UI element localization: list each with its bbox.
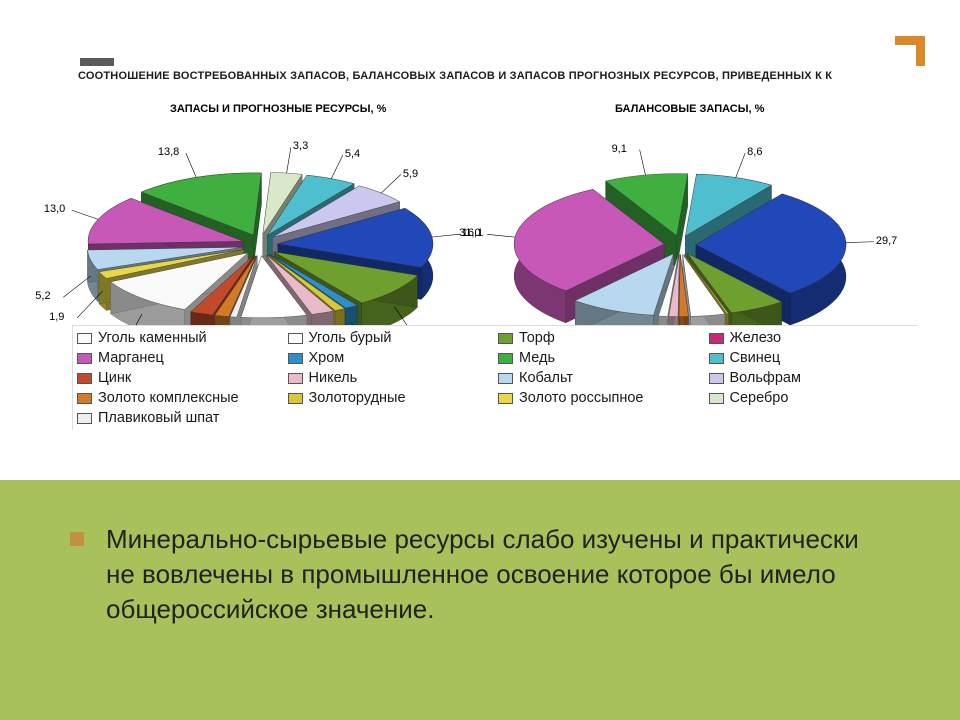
slice-label-pb: 5,4 [345, 148, 360, 160]
slice-label-w: 5,9 [403, 168, 418, 180]
slice-label-fe: 29,7 [876, 235, 897, 247]
legend-swatch [709, 333, 724, 344]
legend-item-w: Вольфрам [709, 370, 914, 386]
bottom-panel: Минерально-сырьевые ресурсы слабо изучен… [0, 480, 960, 720]
legend: Уголь каменный Уголь бурый Торф Железо Марга… [72, 325, 917, 430]
legend-swatch [498, 333, 513, 344]
legend-label: Золото россыпное [519, 390, 643, 406]
legend-label: Золоторудные [309, 390, 406, 406]
bullet-square-icon [70, 532, 84, 546]
legend-item-ni: Никель [288, 370, 493, 386]
legend-label: Плавиковый шпат [98, 410, 219, 426]
slice-label-mn: 31,0 [459, 227, 480, 239]
legend-swatch [288, 393, 303, 404]
legend-swatch [709, 353, 724, 364]
legend-label: Уголь каменный [98, 330, 207, 346]
legend-label: Хром [309, 350, 345, 366]
corner-accent [895, 36, 925, 66]
slice-label-mn: 13,0 [44, 203, 65, 215]
slice-label-co: 5,2 [35, 290, 50, 302]
legend-swatch [77, 333, 92, 344]
legend-swatch [288, 353, 303, 364]
slice-label-ag: 3,3 [293, 140, 308, 152]
slice-label-pb: 8,6 [747, 146, 762, 158]
legend-label: Уголь бурый [309, 330, 392, 346]
bullet-text: Минерально-сырьевые ресурсы слабо изучен… [106, 522, 890, 627]
legend-label: Марганец [98, 350, 164, 366]
legend-label: Железо [730, 330, 782, 346]
legend-swatch [498, 393, 513, 404]
legend-item-torf: Торф [498, 330, 703, 346]
pie2-title: БАЛАНСОВЫЕ ЗАПАСЫ, % [615, 103, 764, 115]
legend-label: Никель [309, 370, 358, 386]
legend-label: Медь [519, 350, 555, 366]
legend-swatch [77, 413, 92, 424]
legend-swatch [498, 353, 513, 364]
legend-item-cr: Хром [288, 350, 493, 366]
legend-item-zn: Цинк [77, 370, 282, 386]
slice-label-au_pl: 1,9 [49, 311, 64, 323]
legend-label: Кобальт [519, 370, 573, 386]
legend-item-co: Кобальт [498, 370, 703, 386]
legend-item-ag: Серебро [709, 390, 914, 406]
legend-label: Торф [519, 330, 555, 346]
legend-item-br_coal: Уголь бурый [288, 330, 493, 346]
legend-item-au_pl: Золото россыпное [498, 390, 703, 406]
legend-item-coal: Уголь каменный [77, 330, 282, 346]
legend-label: Вольфрам [730, 370, 801, 386]
legend-swatch [498, 373, 513, 384]
slice-label-cu: 9,1 [612, 143, 627, 155]
main-title: СООТНОШЕНИЕ ВОСТРЕБОВАННЫХ ЗАПАСОВ, БАЛА… [78, 70, 932, 82]
slice-label-cu: 13,8 [158, 146, 179, 158]
legend-swatch [77, 353, 92, 364]
legend-swatch [709, 373, 724, 384]
bullet-item: Минерально-сырьевые ресурсы слабо изучен… [70, 522, 890, 627]
legend-swatch [709, 393, 724, 404]
title-dash [80, 58, 114, 66]
legend-label: Свинец [730, 350, 781, 366]
legend-swatch [288, 373, 303, 384]
legend-swatch [77, 393, 92, 404]
legend-label: Серебро [730, 390, 789, 406]
legend-item-au_cx: Золото комплексные [77, 390, 282, 406]
legend-item-mn: Марганец [77, 350, 282, 366]
pie1-title: ЗАПАСЫ И ПРОГНОЗНЫЕ РЕСУРСЫ, % [170, 103, 386, 115]
legend-item-cu: Медь [498, 350, 703, 366]
slide: СООТНОШЕНИЕ ВОСТРЕБОВАННЫХ ЗАПАСОВ, БАЛА… [0, 0, 960, 720]
legend-item-fe: Железо [709, 330, 914, 346]
legend-item-pb: Свинец [709, 350, 914, 366]
legend-label: Золото комплексные [98, 390, 239, 406]
legend-label: Цинк [98, 370, 131, 386]
legend-item-flt: Плавиковый шпат [77, 410, 282, 426]
legend-item-au_ore: Золоторудные [288, 390, 493, 406]
legend-swatch [288, 333, 303, 344]
legend-swatch [77, 373, 92, 384]
